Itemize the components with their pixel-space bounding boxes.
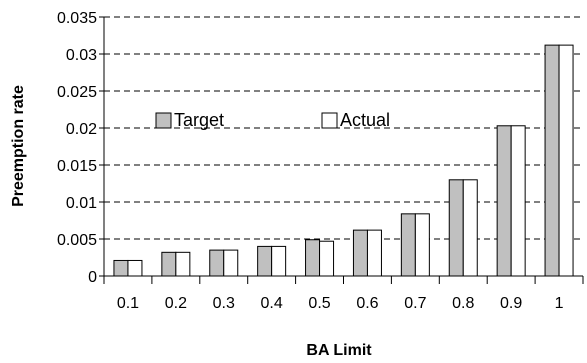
x-axis-title: BA Limit [306, 342, 372, 359]
x-tick-label: 0.9 [500, 295, 522, 312]
x-tick-label: 0.6 [356, 295, 378, 312]
bar-actual [223, 249, 239, 277]
bar-actual [414, 213, 430, 277]
x-tick-label: 0.4 [261, 295, 283, 312]
y-tick-label: 0.01 [66, 195, 97, 212]
bar-actual [319, 240, 335, 277]
legend: Target Actual [155, 110, 390, 130]
bar-target [400, 213, 416, 277]
x-tick-label: 0.2 [165, 295, 187, 312]
y-tick-label: 0 [88, 269, 97, 286]
x-tick-label: 0.3 [213, 295, 235, 312]
x-tick-labels: 0.1 0.2 0.3 0.4 0.5 0.6 0.7 0.8 0.9 1 [117, 295, 564, 312]
bar-actual [558, 44, 574, 277]
bar-actual [175, 251, 191, 277]
x-tick-label: 0.5 [308, 295, 330, 312]
bar-actual [510, 125, 526, 277]
x-tick-label: 0.8 [452, 295, 474, 312]
bar-target [209, 249, 225, 277]
legend-swatch-target [155, 112, 172, 129]
bar-actual [462, 179, 478, 277]
bar-target [496, 125, 512, 277]
y-tick-label: 0.02 [66, 121, 97, 138]
x-tick-label: 1 [555, 295, 564, 312]
bars [113, 44, 574, 277]
y-tick-labels: 0 0.005 0.01 0.015 0.02 0.025 0.03 0.035 [57, 10, 97, 286]
bar-actual [366, 229, 382, 277]
legend-swatch-actual [321, 112, 338, 129]
bar-target [544, 44, 560, 277]
bar-target [448, 179, 464, 277]
bar-actual [271, 245, 287, 277]
axes [99, 16, 584, 284]
bar-target [161, 251, 177, 277]
y-tick-label: 0.03 [66, 47, 97, 64]
y-tick-label: 0.035 [57, 10, 97, 27]
legend-label-actual: Actual [340, 110, 390, 130]
bar-target [352, 229, 368, 277]
x-tick-label: 0.7 [404, 295, 426, 312]
bar-target [113, 259, 129, 277]
bar-actual [127, 259, 143, 277]
y-axis-title: Preemption rate [10, 85, 27, 207]
x-tick-label: 0.1 [117, 295, 139, 312]
y-tick-label: 0.025 [57, 84, 97, 101]
y-tick-label: 0.005 [57, 232, 97, 249]
y-tick-label: 0.015 [57, 158, 97, 175]
legend-label-target: Target [174, 110, 224, 130]
bar-target [305, 239, 321, 277]
bar-target [257, 245, 273, 277]
